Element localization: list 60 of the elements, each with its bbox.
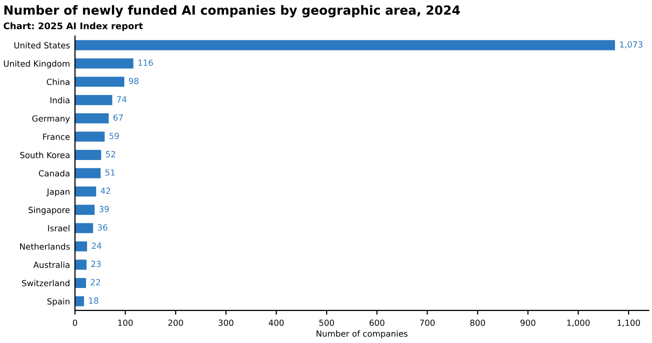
bar [74, 168, 101, 178]
y-tick-label: Japan [46, 188, 70, 196]
x-tick-label: 700 [420, 320, 435, 326]
y-tick-label: South Korea [20, 152, 70, 158]
y-tick-label: Switzerland [22, 280, 70, 286]
data-label: 74 [117, 96, 127, 102]
y-tick-label: United States [14, 42, 70, 48]
bar [74, 132, 105, 142]
y-tick-label: Singapore [28, 206, 70, 215]
y-tick-label: Australia [33, 262, 70, 268]
y-tick-label: India [50, 96, 70, 104]
x-axis-title: Number of companies [316, 330, 408, 338]
data-label: 52 [106, 151, 116, 158]
bar [74, 204, 95, 215]
x-tick-label: 1,000 [567, 320, 590, 327]
bar [74, 186, 96, 197]
data-label: 98 [128, 78, 139, 84]
data-label: 42 [100, 188, 110, 194]
data-label: 36 [98, 224, 108, 231]
bar [74, 260, 87, 270]
y-tick-label: Netherlands [20, 243, 70, 250]
x-tick-label: 900 [520, 320, 536, 326]
data-label: 67 [113, 114, 123, 121]
data-label: 1,073 [620, 41, 642, 48]
x-tick-label: 400 [268, 320, 284, 326]
bar [74, 76, 124, 87]
x-tick-label: 300 [218, 320, 234, 326]
y-tick-label: Spain [47, 298, 70, 306]
bar [74, 278, 86, 288]
y-tick-label: Canada [38, 170, 70, 176]
x-tick-label: 600 [370, 320, 384, 326]
x-tick-label: 1,100 [618, 320, 640, 327]
x-tick-label: 0 [72, 320, 78, 326]
y-tick-label: Germany [32, 115, 70, 124]
data-label: 24 [92, 242, 102, 249]
y-tick-label: China [46, 78, 70, 86]
bar [74, 40, 616, 50]
x-tick-label: 100 [118, 320, 133, 326]
y-tick-label: France [43, 134, 70, 140]
bar [74, 296, 84, 306]
text: Chart: 2025 AI Index report [4, 22, 143, 32]
data-label: 18 [89, 297, 98, 304]
bar [74, 58, 134, 68]
data-label: 116 [138, 60, 153, 66]
bar [74, 95, 112, 106]
x-tick-label: 200 [168, 320, 184, 326]
chart-title: Number of newly funded AI companies by geographic area, 2024 [4, 5, 460, 18]
x-tick-label: 800 [470, 320, 486, 326]
bar [74, 223, 94, 234]
x-tick-label: 500 [319, 320, 334, 326]
bar [74, 113, 109, 124]
bar [74, 150, 102, 160]
data-label: 22 [90, 279, 100, 286]
y-tick-label: Israel [48, 224, 70, 232]
bar [74, 241, 88, 252]
data-label: 39 [99, 206, 109, 212]
y-tick-label: United Kingdom [4, 60, 70, 68]
data-label: 23 [91, 260, 101, 268]
data-label: 59 [109, 132, 119, 140]
data-label: 51 [105, 169, 115, 176]
